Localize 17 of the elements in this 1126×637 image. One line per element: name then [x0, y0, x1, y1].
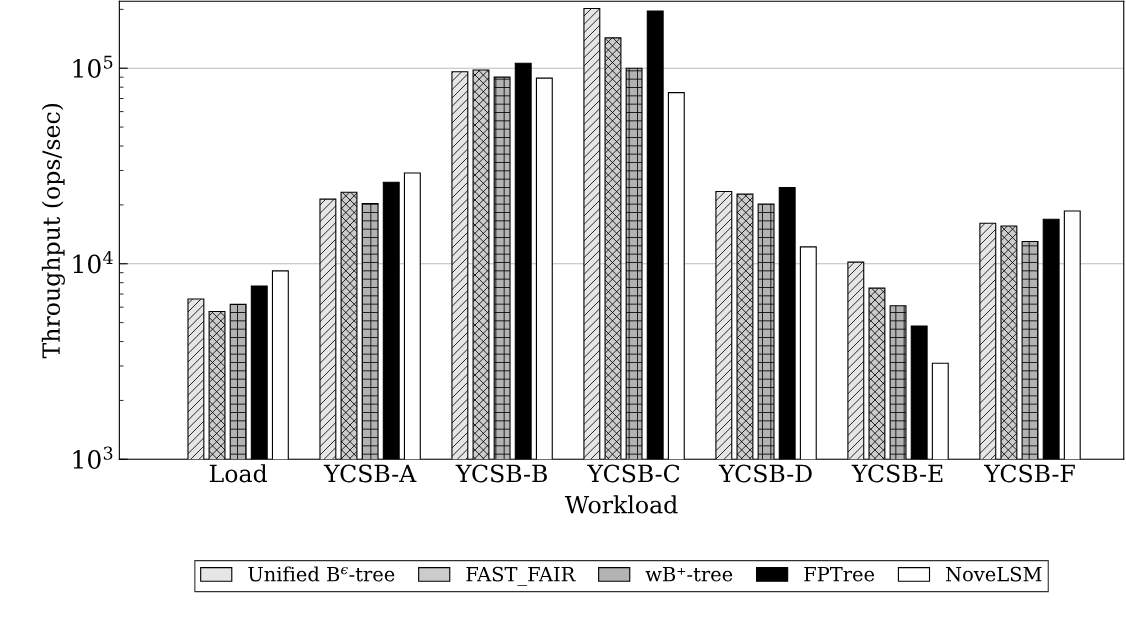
x-tick-label: YCSB-A — [323, 464, 417, 483]
legend-label: FAST_FAIR — [466, 566, 576, 586]
y-tick-label: 10$^{5}$ — [73, 55, 113, 78]
legend-label: wB⁺-tree — [645, 567, 733, 582]
legend-label: NoveLSM — [946, 566, 1042, 582]
x-tick-label: YCSB-C — [587, 464, 680, 483]
y-axis-title: Throughput (ops/sec) — [41, 103, 65, 359]
x-tick-label: YCSB-F — [983, 464, 1075, 483]
x-tick-label: YCSB-D — [718, 464, 812, 483]
y-tick-label: 10$^{3}$ — [73, 446, 113, 469]
x-axis-title: Workload — [564, 495, 678, 514]
legend-label: Unified B$^{ϵ}$-tree — [248, 566, 395, 582]
x-tick-label: YCSB-B — [455, 464, 547, 483]
legend-label: FPTree — [804, 567, 875, 582]
y-tick-label: 10$^{4}$ — [73, 251, 113, 274]
x-tick-label: YCSB-E — [851, 464, 943, 483]
x-tick-label: Load — [209, 464, 267, 483]
